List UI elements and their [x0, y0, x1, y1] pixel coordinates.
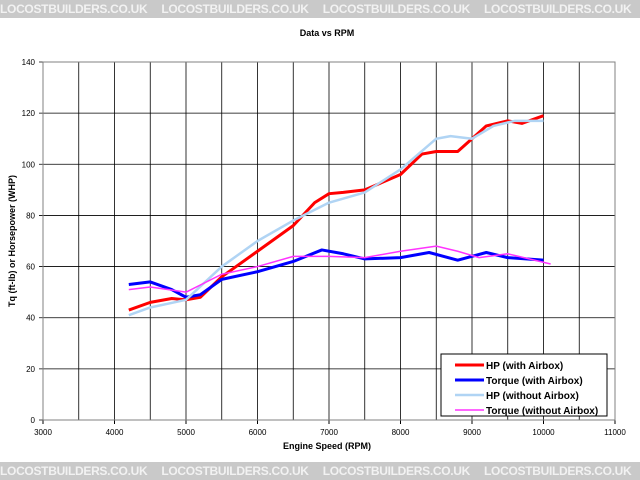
x-tick-label: 3000	[34, 428, 52, 437]
y-tick-label: 120	[22, 109, 36, 118]
y-axis-label: Tq (ft-lb) or Horsepower (WHP)	[7, 175, 17, 307]
y-tick-label: 0	[31, 416, 36, 425]
series-line-3	[128, 245, 551, 293]
y-tick-label: 140	[22, 58, 36, 67]
y-tick-label: 60	[26, 263, 35, 272]
plot-area	[42, 61, 616, 421]
x-tick-label: 5000	[177, 428, 195, 437]
x-tick-label: 7000	[320, 428, 338, 437]
x-tick-label: 8000	[392, 428, 410, 437]
legend-label: HP (without Airbox)	[486, 391, 579, 402]
legend-label: HP (with Airbox)	[486, 361, 563, 372]
x-axis-label: Engine Speed (RPM)	[283, 441, 371, 451]
series-line-2	[128, 119, 544, 317]
y-tick-label: 40	[26, 314, 35, 323]
legend-label: Torque (with Airbox)	[486, 376, 583, 387]
legend-label: Torque (without Airbox)	[486, 406, 598, 417]
series-line-1	[128, 248, 544, 299]
x-tick-label: 11000	[604, 428, 626, 437]
x-tick-label: 4000	[106, 428, 124, 437]
x-tick-label: 9000	[463, 428, 481, 437]
y-tick-label: 80	[26, 211, 35, 220]
series-line-0	[128, 114, 545, 312]
watermark-bottom: LOCOSTBUILDERS.CO.UK LOCOSTBUILDERS.CO.UK…	[0, 462, 640, 480]
y-tick-label: 20	[26, 365, 35, 374]
y-tick-label: 100	[22, 160, 36, 169]
x-tick-label: 6000	[249, 428, 267, 437]
watermark-top: LOCOSTBUILDERS.CO.UK LOCOSTBUILDERS.CO.UK…	[0, 0, 640, 18]
x-tick-label: 10000	[532, 428, 555, 437]
chart-title: Data vs RPM	[300, 28, 355, 38]
